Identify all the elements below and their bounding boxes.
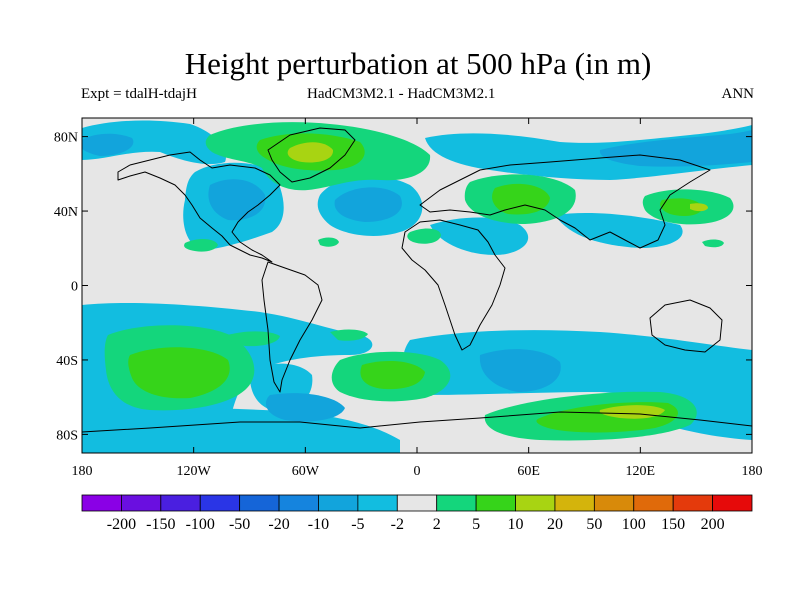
colorbar-label: -50 xyxy=(229,516,250,533)
lat-tick-label: 40N xyxy=(54,205,78,220)
negative-anomaly-areas xyxy=(82,120,752,453)
colorbar-swatch xyxy=(278,494,319,512)
lat-tick-label: 80S xyxy=(56,428,78,443)
lon-tick-label: 60E xyxy=(517,464,540,479)
experiment-label: Expt = tdalH-tdajH xyxy=(81,86,197,102)
colorbar-swatch xyxy=(672,494,713,512)
colorbar-swatch xyxy=(81,494,122,512)
lon-tick-label: 180 xyxy=(72,464,93,479)
lon-tick-label: 120W xyxy=(177,464,212,479)
colorbar-swatch xyxy=(593,494,635,512)
colorbar-swatch xyxy=(318,494,359,512)
colorbar-swatch xyxy=(121,494,162,512)
lat-tick-label: 80N xyxy=(54,131,78,146)
colorbar-swatch xyxy=(515,494,556,512)
colorbar-label: -10 xyxy=(308,516,329,533)
longitude-ticks: 180 120W 60W 0 60E 120E 180 xyxy=(72,118,763,479)
colorbar-label: 20 xyxy=(547,516,563,533)
season-label: ANN xyxy=(721,86,755,102)
colorbar-label: 10 xyxy=(508,516,524,533)
model-comparison-label: HadCM3M2.1 - HadCM3M2.1 xyxy=(307,86,496,102)
colorbar-label: 150 xyxy=(661,516,685,533)
colorbar-swatch xyxy=(436,494,477,512)
colorbar-label: -150 xyxy=(146,516,175,533)
coastlines xyxy=(82,127,752,433)
colorbar-label: -100 xyxy=(186,516,215,533)
lat-tick-label: 40S xyxy=(56,354,78,369)
colorbar-swatch xyxy=(712,494,753,512)
colorbar-swatch xyxy=(357,494,398,512)
lon-tick-label: 180 xyxy=(742,464,763,479)
colorbar-swatch xyxy=(396,494,438,512)
colorbar-label: 200 xyxy=(701,516,725,533)
lat-tick-label: 0 xyxy=(71,280,78,295)
lon-tick-label: 60W xyxy=(292,464,320,479)
colorbar-swatch xyxy=(554,494,595,512)
lon-tick-label: 120E xyxy=(626,464,656,479)
colorbar-swatch xyxy=(239,494,280,512)
colorbar-swatch xyxy=(199,494,241,512)
colorbar-label: 2 xyxy=(433,516,441,533)
map-title: Height perturbation at 500 hPa (in m) xyxy=(184,46,652,81)
colorbar-swatch xyxy=(160,494,201,512)
colorbar-label: 100 xyxy=(622,516,646,533)
colorbar-label: -200 xyxy=(107,516,136,533)
colorbar-label: 5 xyxy=(472,516,480,533)
colorbar-label: -20 xyxy=(268,516,289,533)
colorbar-label: -2 xyxy=(391,516,404,533)
colorbar-label: -5 xyxy=(351,516,364,533)
colorbar: -200 -150 -100 -50 -20 -10 -5 -2 2 5 10 20 50 100 150 2… xyxy=(81,494,753,533)
colorbar-label: 50 xyxy=(586,516,602,533)
lon-tick-label: 0 xyxy=(414,464,421,479)
colorbar-swatch xyxy=(633,494,674,512)
colorbar-swatch xyxy=(475,494,516,512)
latitude-ticks: 80N 40N 0 40S 80S xyxy=(54,131,752,443)
